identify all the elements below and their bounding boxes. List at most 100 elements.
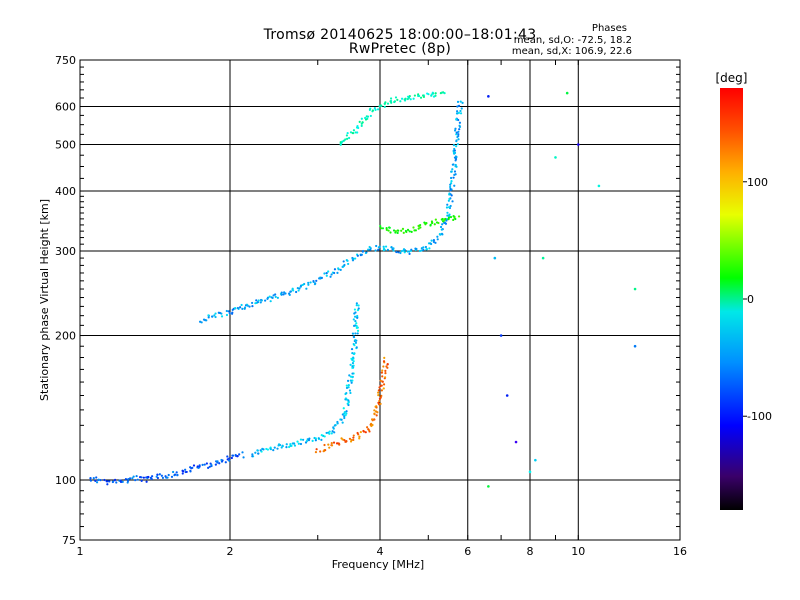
data-point — [273, 446, 276, 449]
data-point — [347, 136, 351, 140]
data-point — [356, 316, 359, 320]
data-point — [307, 281, 310, 284]
data-point — [343, 438, 346, 442]
data-point — [198, 320, 202, 323]
data-point — [158, 473, 161, 476]
data-point — [368, 430, 371, 433]
data-point — [345, 392, 348, 395]
data-point — [284, 292, 287, 295]
data-point — [409, 98, 412, 101]
data-point — [330, 432, 333, 435]
data-point — [250, 301, 254, 305]
chart-title: Tromsø 20140625 18:00:00–18:01:43 — [263, 27, 537, 43]
data-point — [292, 289, 295, 292]
data-point — [325, 431, 328, 435]
data-point — [115, 481, 118, 484]
data-point — [370, 418, 374, 421]
data-point — [119, 480, 123, 484]
y-axis-label: Stationary phase Virtual Height [km] — [38, 199, 51, 401]
data-point — [218, 311, 222, 315]
data-point — [364, 116, 367, 120]
data-point — [269, 448, 272, 451]
data-point — [356, 131, 359, 134]
data-point — [633, 287, 637, 291]
data-point — [439, 225, 443, 229]
data-point — [460, 107, 463, 110]
data-point — [379, 396, 382, 399]
data-point — [377, 391, 380, 394]
data-point — [189, 466, 192, 469]
data-point — [207, 316, 210, 319]
data-point — [205, 462, 208, 465]
data-point — [239, 306, 242, 309]
y-tick-label: 300 — [55, 245, 76, 258]
data-point — [453, 170, 457, 173]
data-point — [292, 442, 296, 445]
data-point — [189, 470, 192, 473]
data-point — [259, 301, 262, 304]
data-point — [429, 223, 432, 226]
data-point — [453, 184, 456, 187]
data-point — [376, 411, 379, 414]
data-point — [95, 481, 99, 484]
data-point — [400, 97, 404, 100]
colorbar: 100 0 -100 [deg] — [716, 71, 772, 510]
data-point — [282, 293, 285, 296]
data-point — [449, 204, 452, 208]
data-point — [441, 217, 444, 221]
data-point — [330, 441, 333, 445]
data-point — [305, 287, 308, 290]
data-point — [457, 118, 460, 122]
data-point — [350, 381, 353, 384]
data-point — [457, 130, 460, 133]
data-point — [353, 308, 357, 311]
data-point — [446, 214, 449, 217]
data-point — [378, 399, 381, 403]
data-point — [449, 187, 452, 191]
data-point — [352, 438, 355, 442]
data-point — [423, 221, 426, 224]
data-point — [382, 360, 386, 363]
data-point — [408, 252, 411, 255]
data-point — [192, 464, 196, 467]
data-point — [389, 97, 393, 100]
data-point — [419, 226, 422, 229]
data-point — [225, 313, 229, 317]
data-point — [414, 247, 417, 250]
data-point — [354, 319, 357, 323]
data-point — [397, 229, 400, 232]
data-point — [384, 369, 387, 372]
data-point — [417, 94, 420, 98]
data-point — [450, 180, 453, 183]
data-point — [262, 448, 265, 451]
data-point — [347, 386, 350, 389]
data-point — [373, 409, 376, 412]
data-point — [396, 231, 399, 235]
y-tick-label: 500 — [55, 139, 76, 152]
data-point — [384, 372, 387, 375]
data-point — [336, 422, 339, 425]
data-point — [113, 478, 117, 481]
data-point — [353, 315, 357, 318]
data-point — [448, 197, 451, 201]
data-point — [505, 394, 509, 397]
data-point — [373, 412, 376, 416]
data-point — [231, 311, 234, 314]
data-point — [175, 471, 178, 474]
data-point — [280, 291, 283, 294]
data-point — [452, 163, 455, 166]
data-point — [386, 248, 389, 251]
data-point — [366, 115, 370, 118]
data-point — [150, 477, 153, 481]
data-point — [296, 286, 299, 290]
grid-lines — [80, 60, 680, 540]
data-point — [343, 416, 346, 420]
data-point — [280, 293, 283, 296]
data-point — [210, 464, 213, 468]
data-point — [449, 185, 452, 189]
data-point — [161, 476, 165, 479]
data-point — [382, 387, 385, 390]
data-point — [342, 407, 345, 410]
data-point — [400, 229, 403, 232]
data-point — [374, 249, 377, 252]
